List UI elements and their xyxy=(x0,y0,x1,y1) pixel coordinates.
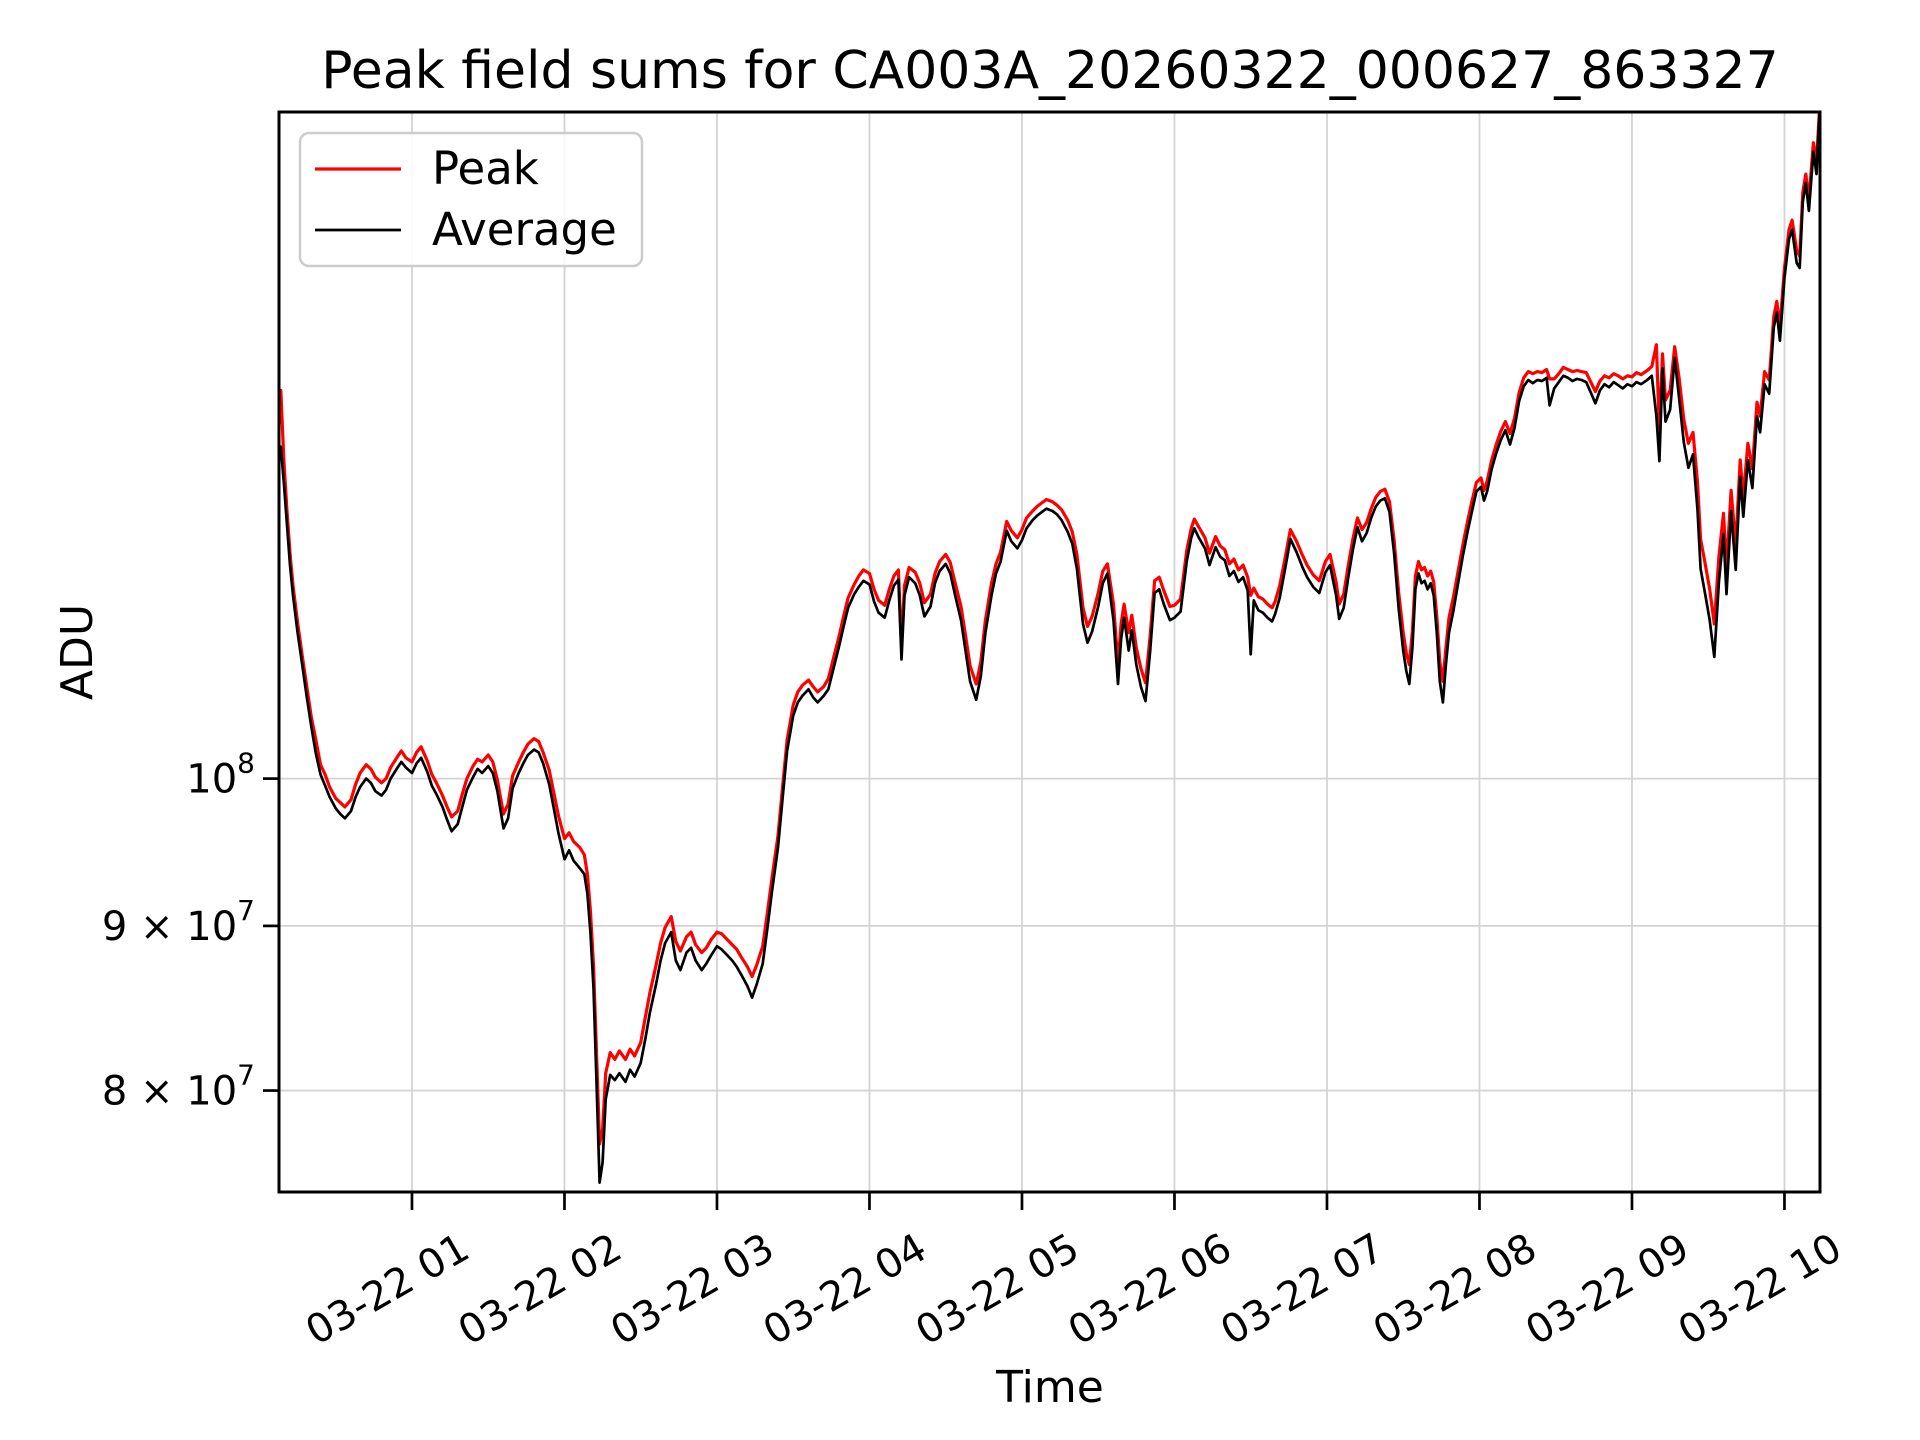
average-line xyxy=(279,112,1820,1184)
y-axis-label: ADU xyxy=(52,604,103,700)
legend: Peak Average xyxy=(298,131,644,268)
gridlines xyxy=(279,112,1820,1192)
y-tick-label: 8 × 107 xyxy=(102,1059,255,1115)
peak-line xyxy=(279,112,1820,1146)
chart-title: Peak field sums for CA003A_20260322_0006… xyxy=(321,41,1778,101)
y-tick-label: 9 × 107 xyxy=(102,894,255,950)
legend-average-label: Average xyxy=(432,203,617,256)
legend-peak-label: Peak xyxy=(432,142,539,195)
plot-area-border xyxy=(277,110,1822,1194)
legend-box xyxy=(298,131,644,268)
x-axis-label: Time xyxy=(995,1362,1104,1413)
